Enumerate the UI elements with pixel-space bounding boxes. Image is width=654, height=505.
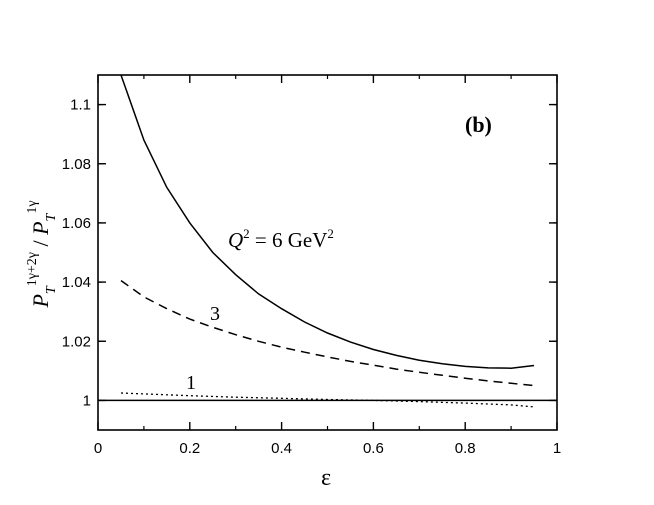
series-label-1: 1 — [186, 372, 196, 394]
y-label-main-b: P — [28, 221, 53, 235]
y-tick-label: 1.1 — [70, 97, 91, 114]
series-line-0 — [120, 75, 535, 369]
series-label-q6-mid: = 6 GeV — [250, 228, 328, 252]
y-axis-label: PT1γ+2γ / PT1γ — [25, 200, 59, 308]
series-label-3: 3 — [210, 303, 220, 325]
series-label-q6-q-sup: 2 — [243, 226, 250, 241]
series-label-q6: Q2 = 6 GeV2 — [228, 226, 334, 252]
panel-label: (b) — [465, 112, 492, 137]
y-label-sub-a: T — [44, 285, 59, 294]
y-label-sup-a: 1γ+2γ — [25, 252, 40, 286]
x-tick-label: 0 — [94, 440, 102, 457]
y-label-slash: / — [28, 235, 53, 252]
x-tick-label: 0.6 — [363, 440, 384, 457]
y-label-sup-b: 1γ — [25, 200, 40, 213]
y-tick-label: 1 — [83, 392, 91, 409]
x-tick-label: 1 — [553, 440, 561, 457]
x-tick-label: 0.8 — [455, 440, 476, 457]
series-layer — [98, 75, 557, 408]
y-tick-label: 1.04 — [62, 274, 91, 291]
ticks-layer: 0 0.2 0.4 0.6 0.8 1 1 1.02 1.04 1.06 1.08 1.1 — [62, 75, 561, 457]
series-label-q6-unit-sup: 2 — [327, 226, 334, 241]
x-tick-label: 0.2 — [179, 440, 200, 457]
x-axis-label: ε — [321, 465, 331, 491]
x-tick-label: 0.4 — [271, 440, 292, 457]
plot-frame — [97, 74, 558, 431]
y-tick-label: 1.08 — [62, 156, 91, 173]
series-line-1 — [120, 279, 535, 387]
y-tick-label: 1.02 — [62, 333, 91, 350]
series-line-2 — [120, 392, 535, 408]
series-label-q6-q: Q — [228, 228, 243, 252]
y-label-sub-b: T — [44, 212, 59, 221]
y-tick-label: 1.06 — [62, 215, 91, 232]
y-label-main-a: P — [28, 294, 53, 308]
